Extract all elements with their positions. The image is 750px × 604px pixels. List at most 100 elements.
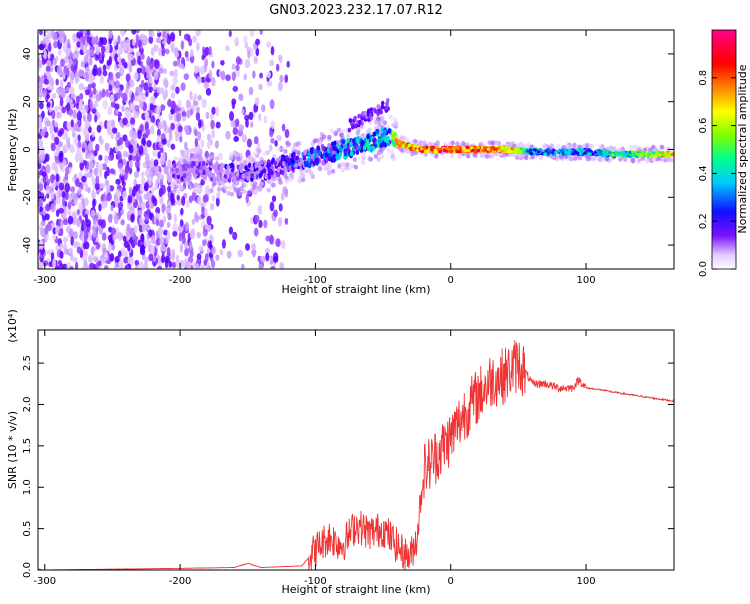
spectrogram-noise-point [249,48,254,57]
spectrogram-noise-point [157,265,163,269]
spectrogram-noise-point [102,200,108,209]
spectrogram-noise-point [233,161,238,170]
spectrogram-noise-point [169,32,176,42]
spectrogram-noise-point [211,246,216,256]
spectrogram-noise-point [124,139,130,148]
spectrogram-noise-point [166,221,171,228]
spectrogram-noise-point [181,195,186,206]
spectrogram-noise-point [95,143,100,152]
spectrogram-noise-point [232,127,239,135]
spectrogram-haze-point [572,142,577,148]
spectrogram-ridge-point [510,147,514,151]
spectrogram-haze-point [392,117,398,123]
spectrogram-ridge-point [247,162,252,168]
spectrogram-noise-point [54,150,59,157]
spectrogram-haze-point [391,122,396,128]
spectrogram-noise-point [93,64,98,74]
snr-x-ticks: -300 -200 -100 0 100 [33,330,596,587]
spectrogram-noise-point [87,141,93,152]
spectrogram-ridge-point [203,174,207,180]
spectrogram-ridge-point [420,149,425,154]
spectrogram-noise-point [179,219,184,228]
spectrogram-noise-point [268,144,273,152]
spectrogram-noise-point [64,182,71,193]
spectrogram-noise-point [202,265,206,269]
spectrogram-noise-point [59,97,64,107]
spectrogram-noise-point [139,100,144,110]
spectrogram-noise-point [107,214,112,223]
spectrogram-ridge-point [297,161,302,167]
spectrogram-haze-point [412,138,418,144]
spectrogram-noise-point [38,62,43,69]
spectrogram-ridge-point [276,172,281,178]
spectrogram-noise-point [38,183,44,192]
spectrogram-noise-point [155,105,162,115]
snr-y-axis-label: SNR (10 * v/v) [6,411,19,489]
spectrogram-noise-point [188,195,193,204]
spectrogram-haze-point [526,142,531,148]
spectrogram-noise-point [90,209,96,217]
spectrogram-noise-point [88,126,92,134]
spectrogram-noise-point [253,136,259,145]
spectrogram-noise-point [161,50,166,57]
spectrogram-ridge-point [438,150,442,154]
spectrogram-noise-point [186,264,192,269]
spectrogram-noise-point [121,105,125,112]
spectrogram-noise-point [263,219,268,229]
spectrogram-noise-point [181,115,186,122]
spectrogram-noise-point [59,243,64,250]
spectrogram-ridge-point [651,151,656,155]
spectrogram-ridge-point [201,169,206,175]
spectrogram-ridge-point [267,174,272,180]
spectrogram-ridge-point [338,151,343,157]
spectrogram-y-tick-label: -40 [22,237,33,253]
spectrogram-haze-point [286,142,292,147]
spectrogram-haze-point [227,185,233,191]
spectrogram-haze-point [461,140,466,146]
spectrogram-noise-point [151,186,155,193]
spectrogram-noise-point [67,142,71,149]
spectrogram-noise-point [202,239,207,247]
spectrogram-noise-point [76,208,81,215]
spectrogram-ridge-point [211,172,216,178]
spectrogram-noise-point [163,124,170,134]
spectrogram-noise-point [48,42,52,53]
spectrogram-noise-point [194,137,199,148]
spectrogram-haze-point [345,162,350,167]
spectrogram-noise-point [259,72,264,79]
spectrogram-noise-point [69,86,75,95]
spectrogram-noise-point [72,109,77,120]
spectrogram-noise-point [277,81,283,92]
spectrogram-noise-point [264,247,271,254]
spectrogram-ridge-point [260,159,264,166]
spectrogram-noise-point [82,30,87,36]
spectrogram-noise-point [148,198,152,207]
spectrogram-noise-point [127,194,133,204]
spectrogram-noise-point [75,102,80,109]
spectrogram-noise-point [159,87,165,95]
spectrogram-noise-point [136,94,142,103]
spectrogram-haze-point [185,181,190,186]
spectrogram-haze-point [253,188,259,194]
spectrogram-noise-point [178,63,185,70]
spectrogram-noise-point [38,89,43,99]
spectrogram-noise-point [59,263,65,269]
spectrogram-noise-point [157,151,161,159]
spectrogram-noise-point [185,99,192,110]
spectrogram-noise-point [57,47,62,56]
spectrogram-ridge-point [201,160,206,167]
spectrogram-ridge-point [522,151,527,155]
spectrogram-noise-point [148,176,152,186]
spectrogram-noise-point [252,70,256,79]
spectrogram-ridge-point [430,145,435,149]
spectrogram-noise-point [103,264,109,269]
spectrogram-noise-point [125,87,129,95]
spectrogram-noise-point [51,93,57,99]
spectrogram-noise-point [159,147,164,154]
spectrogram-haze-point [327,134,332,140]
spectrogram-noise-point [67,47,72,54]
spectrogram-noise-point [118,89,123,97]
spectrogram-noise-point [181,230,186,239]
colorbar-tick-label: 0.4 [698,165,709,181]
